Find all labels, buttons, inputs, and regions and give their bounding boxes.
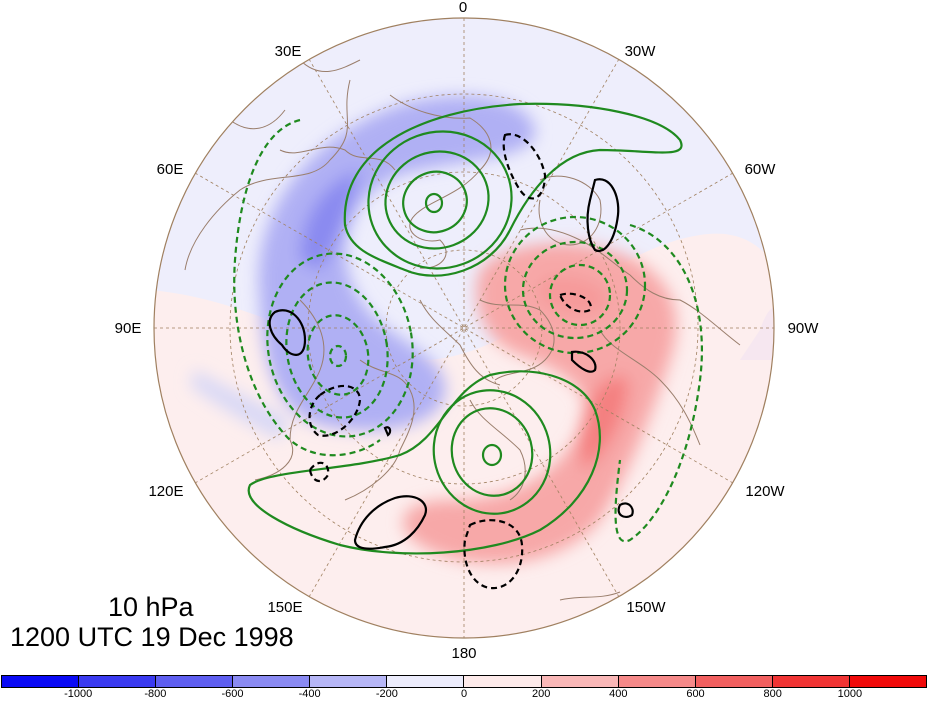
black-contours <box>268 178 634 550</box>
colorbar-tick-label: -1000 <box>64 688 93 700</box>
colorbar-segment <box>464 676 542 687</box>
colorbar-tick-label: -200 <box>375 688 398 700</box>
colorbar-segment <box>695 676 773 687</box>
green-solid-contours <box>247 102 683 555</box>
colorbar-segment <box>156 676 234 687</box>
lon-label-120e: 120E <box>148 483 183 500</box>
colorbar-tick-label: 800 <box>763 688 782 700</box>
colorbar-tick-label: -800 <box>144 688 167 700</box>
graticule <box>154 18 774 638</box>
colorbar-tick-label: -400 <box>298 688 321 700</box>
negative-anomaly-shading <box>190 95 536 440</box>
lon-label-90e: 90E <box>115 320 142 337</box>
longitude-labels: 0 30E 30W 60E 60W 90E 90W 120E 120W 150E… <box>115 0 820 662</box>
valid-time-caption: 1200 UTC 19 Dec 1998 <box>10 622 294 652</box>
lon-label-90w: 90W <box>788 320 820 337</box>
lon-label-30w: 30W <box>625 43 657 60</box>
colorbar-segment <box>849 676 926 687</box>
lon-label-0: 0 <box>459 0 467 16</box>
map-disc <box>154 18 774 638</box>
lon-label-150e: 150E <box>267 599 302 616</box>
lon-label-30e: 30E <box>275 43 302 60</box>
colorbar-tick-label: 200 <box>531 688 551 700</box>
colorbar-segment <box>233 676 311 687</box>
colorbar-segment <box>310 676 388 687</box>
colorbar-segment <box>79 676 157 687</box>
colorbar <box>1 675 927 688</box>
pressure-level-caption: 10 hPa <box>108 592 194 622</box>
colorbar-segment <box>541 676 619 687</box>
colorbar-segment <box>772 676 850 687</box>
colorbar-tick-label: 600 <box>686 688 705 700</box>
colorbar-segment <box>618 676 696 687</box>
lon-label-120w: 120W <box>745 483 785 500</box>
map-boundary <box>153 17 775 639</box>
colorbar-segment <box>2 676 80 687</box>
colorbar-tick-label: 400 <box>609 688 628 700</box>
colorbar-tick-label: 0 <box>460 688 468 700</box>
lon-label-60w: 60W <box>745 161 777 178</box>
black-dashed-contours <box>308 133 592 590</box>
colorbar-tick-label: -600 <box>221 688 244 700</box>
lon-label-180: 180 <box>451 645 476 662</box>
lon-label-60e: 60E <box>157 161 184 178</box>
colorbar-tick-labels: -1000 -800 -600 -400 -200 0 200 400 600 800 1000 <box>0 688 928 702</box>
green-dashed-contours <box>233 118 704 543</box>
colorbar-segment <box>387 676 465 687</box>
colorbar-tick-label: 1000 <box>837 688 863 700</box>
lon-label-150w: 150W <box>626 599 666 616</box>
